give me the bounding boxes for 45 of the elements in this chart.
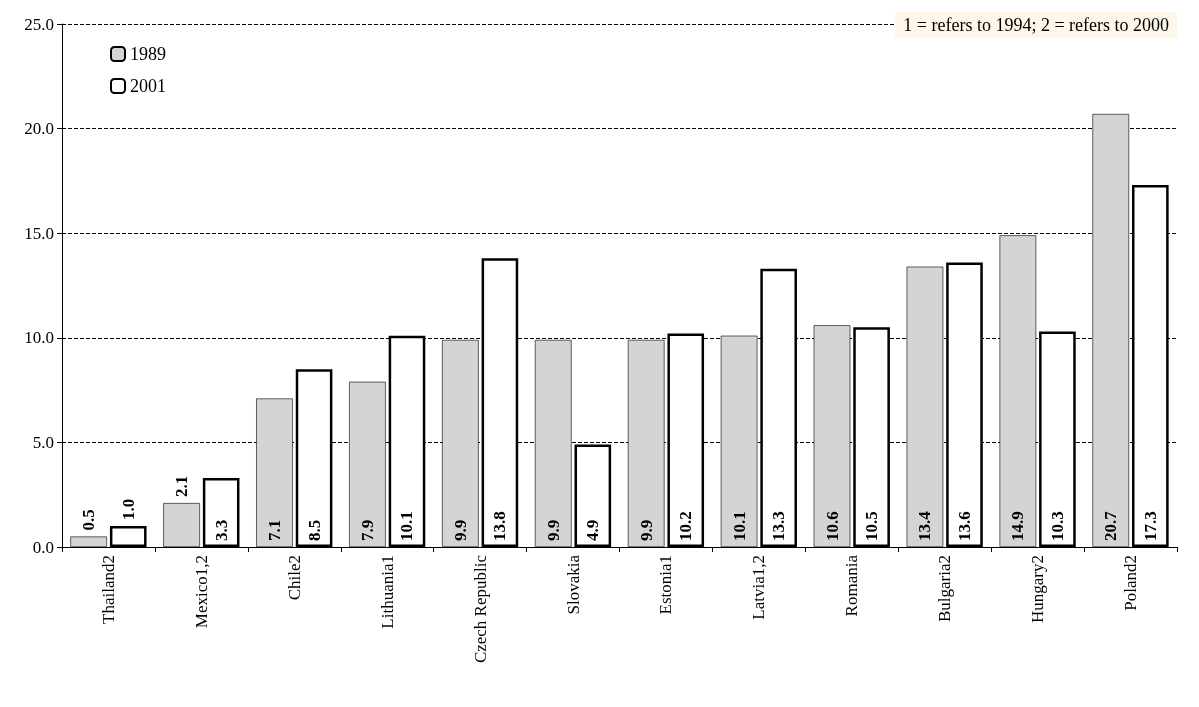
data-label: 9.9	[450, 519, 470, 541]
data-label: 4.9	[583, 519, 603, 541]
data-label: 10.1	[397, 511, 417, 541]
x-tick-label: Czech Republic	[470, 554, 490, 664]
data-label: 13.4	[915, 510, 935, 541]
data-label: 2.1	[172, 475, 192, 498]
data-label: 10.5	[862, 511, 882, 541]
data-label: 3.3	[211, 519, 231, 541]
data-label: 10.2	[676, 511, 696, 541]
data-label: 10.6	[822, 511, 842, 541]
x-tick-label: Latvia1,2	[749, 555, 769, 620]
data-label: 0.5	[79, 509, 99, 531]
legend-label: 1989	[130, 44, 166, 64]
y-tick-label: 15.0	[24, 223, 54, 243]
data-label: 7.1	[265, 519, 285, 541]
y-tick-label: 10.0	[24, 328, 54, 348]
data-label: 20.7	[1101, 510, 1121, 541]
y-tick-label: 0.0	[32, 537, 54, 557]
data-label: 17.3	[1140, 511, 1160, 541]
y-tick-label: 25.0	[24, 14, 54, 34]
y-tick-label: 5.0	[32, 432, 54, 452]
data-label: 1.0	[118, 498, 138, 521]
x-tick-label: Mexico1,2	[191, 555, 211, 629]
annotation: 1 = refers to 1994; 2 = refers to 2000	[903, 15, 1170, 35]
x-tick-label: Romania	[842, 554, 862, 617]
data-label: 13.3	[769, 511, 789, 541]
data-label: 10.3	[1047, 511, 1067, 541]
x-tick-label: Chile2	[284, 555, 304, 601]
data-label: 13.6	[954, 511, 974, 541]
data-label: 8.5	[304, 519, 324, 541]
x-tick-label: Estonia1	[656, 555, 676, 615]
x-tick-label: Bulgaria2	[935, 555, 955, 623]
data-label: 13.8	[490, 511, 510, 541]
data-label: 10.1	[729, 511, 749, 541]
x-tick-label: Thailand2	[98, 555, 118, 624]
x-tick-label: Hungary2	[1028, 555, 1048, 623]
y-tick-label: 20.0	[24, 119, 54, 139]
x-tick-label: Slovakia	[563, 554, 583, 615]
data-label: 7.9	[357, 519, 377, 541]
x-tick-label: Lithuania1	[377, 555, 397, 629]
data-label: 14.9	[1008, 511, 1028, 541]
x-tick-label: Poland2	[1121, 555, 1141, 611]
data-label: 9.9	[543, 519, 563, 541]
legend-label: 2001	[130, 76, 166, 96]
data-label: 9.9	[636, 519, 656, 541]
